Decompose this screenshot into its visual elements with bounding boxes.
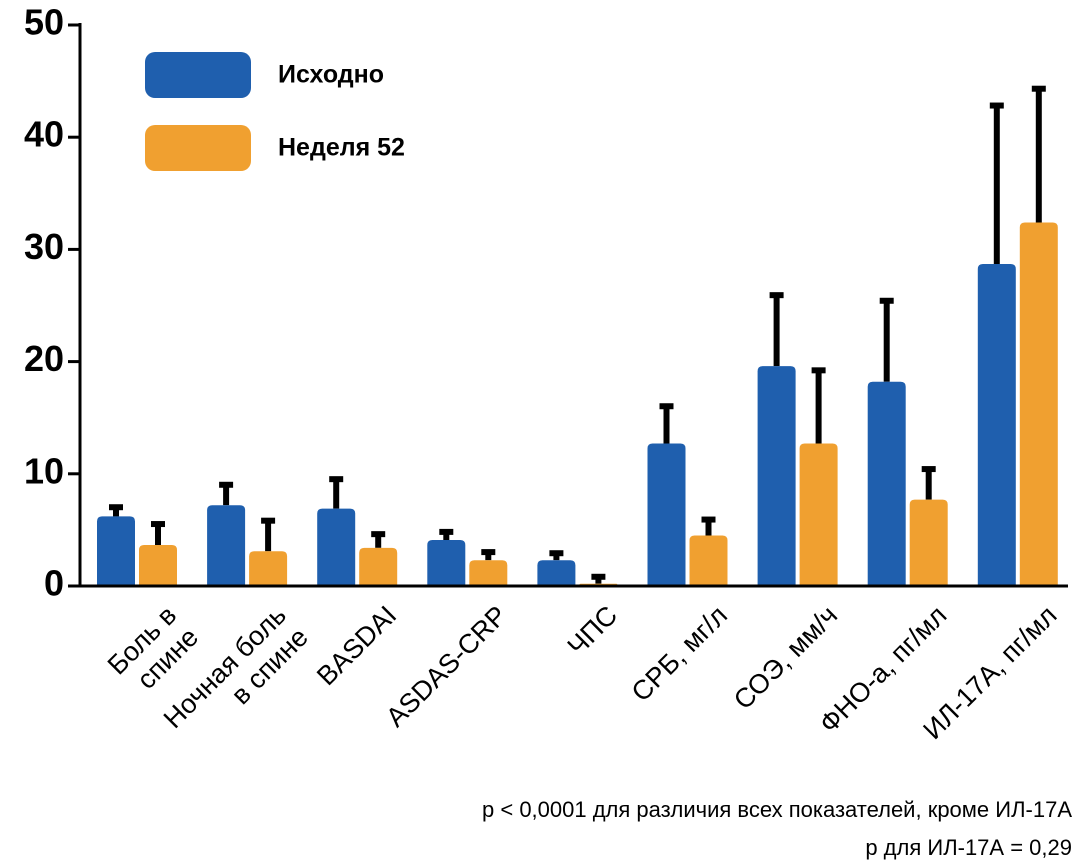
error-bar (371, 531, 386, 548)
bar (909, 499, 948, 586)
bar (359, 547, 398, 586)
bar (207, 505, 246, 586)
error-bar (329, 476, 344, 509)
error-bar (921, 466, 936, 500)
footnote: p < 0,0001 для различия всех показателей… (482, 797, 1072, 822)
error-bar (769, 292, 784, 367)
bar (537, 560, 576, 586)
y-tick-label: 20 (24, 338, 64, 379)
error-bar (481, 549, 496, 561)
error-bar (1031, 85, 1046, 223)
error-bar (151, 521, 165, 546)
error-bar (439, 528, 454, 540)
error-bar (879, 297, 894, 382)
error-bar (811, 367, 826, 444)
bar (1019, 222, 1058, 587)
y-tick-label: 30 (24, 226, 64, 267)
y-tick-label: 10 (24, 450, 64, 491)
bar (689, 535, 728, 586)
bar (757, 366, 796, 586)
error-bar (219, 481, 234, 506)
footnote: p для ИЛ-17А = 0,29 (865, 835, 1072, 860)
bar (317, 508, 356, 586)
bar (249, 551, 288, 586)
legend-label: Исходно (278, 61, 384, 89)
legend-swatch (145, 125, 251, 171)
y-tick-label: 0 (44, 563, 64, 604)
error-bar (549, 550, 564, 561)
bar (97, 516, 135, 586)
bar (647, 443, 686, 586)
legend-swatch (145, 52, 251, 98)
error-bar (591, 573, 606, 584)
bar (799, 443, 838, 586)
error-bar (701, 516, 716, 536)
y-tick-label: 50 (24, 2, 64, 43)
y-tick-label: 40 (24, 114, 64, 155)
legend-label: Неделя 52 (278, 134, 405, 162)
bar (977, 263, 1016, 586)
error-bar (109, 504, 123, 517)
bar (469, 560, 508, 586)
error-bar (659, 403, 674, 444)
error-bar (261, 517, 276, 552)
bar (139, 545, 177, 586)
bar (867, 381, 906, 586)
bar (427, 539, 466, 586)
error-bar (989, 102, 1004, 264)
